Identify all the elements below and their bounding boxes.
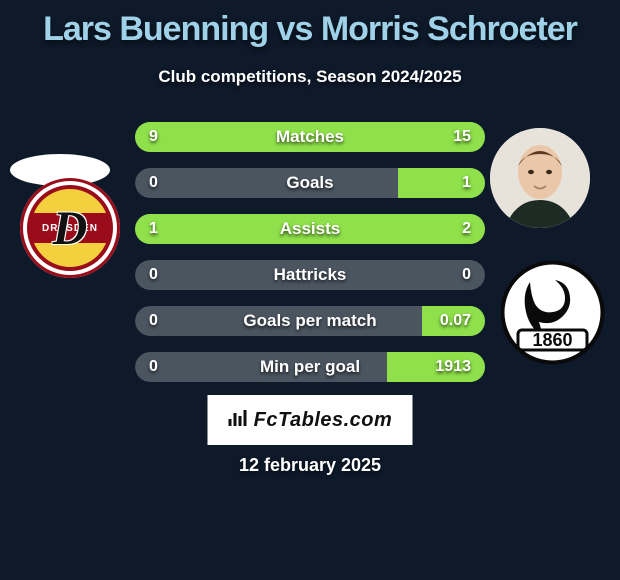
stat-label: Min per goal bbox=[135, 352, 485, 382]
stat-label: Goals bbox=[135, 168, 485, 198]
stat-label: Assists bbox=[135, 214, 485, 244]
player-right-crest: 1860 bbox=[500, 260, 600, 360]
crest-left-letter: D bbox=[53, 201, 88, 256]
stat-value-left: 1 bbox=[149, 214, 158, 244]
face-icon bbox=[490, 128, 590, 228]
stat-row: Matches9 15 bbox=[135, 122, 485, 152]
player-left-crest: DRESDEN D bbox=[20, 178, 120, 278]
dresden-crest: DRESDEN D bbox=[20, 178, 120, 278]
stat-value-right: 0.07 bbox=[440, 306, 471, 336]
watermark: FcTables.com bbox=[208, 395, 413, 445]
stat-row: Goals per match0 0.07 bbox=[135, 306, 485, 336]
stat-value-right: 1913 bbox=[435, 352, 471, 382]
page-title: Lars Buenning vs Morris Schroeter bbox=[0, 0, 620, 49]
stat-row: Assists1 2 bbox=[135, 214, 485, 244]
stat-row: Hattricks0 0 bbox=[135, 260, 485, 290]
stat-label: Hattricks bbox=[135, 260, 485, 290]
watermark-icon bbox=[228, 409, 248, 432]
stat-value-right: 0 bbox=[462, 260, 471, 290]
stat-label: Matches bbox=[135, 122, 485, 152]
stat-row: Goals0 1 bbox=[135, 168, 485, 198]
watermark-text: FcTables.com bbox=[254, 409, 393, 432]
stat-value-left: 0 bbox=[149, 260, 158, 290]
stats-panel: Matches915Goals01Assists12Hattricks00Goa… bbox=[135, 122, 485, 398]
stat-value-right: 1 bbox=[462, 168, 471, 198]
stat-row: Min per goal0 1913 bbox=[135, 352, 485, 382]
stat-value-right: 2 bbox=[462, 214, 471, 244]
player-right-avatar bbox=[490, 128, 590, 228]
m1860-crest: 1860 bbox=[500, 260, 605, 365]
stat-label: Goals per match bbox=[135, 306, 485, 336]
stat-value-left: 0 bbox=[149, 352, 158, 382]
stat-value-right: 15 bbox=[453, 122, 471, 152]
stat-value-left: 0 bbox=[149, 168, 158, 198]
stat-value-left: 9 bbox=[149, 122, 158, 152]
footer-date: 12 february 2025 bbox=[0, 455, 620, 476]
subtitle: Club competitions, Season 2024/2025 bbox=[0, 67, 620, 87]
stat-value-left: 0 bbox=[149, 306, 158, 336]
crest-right-number: 1860 bbox=[532, 330, 572, 350]
